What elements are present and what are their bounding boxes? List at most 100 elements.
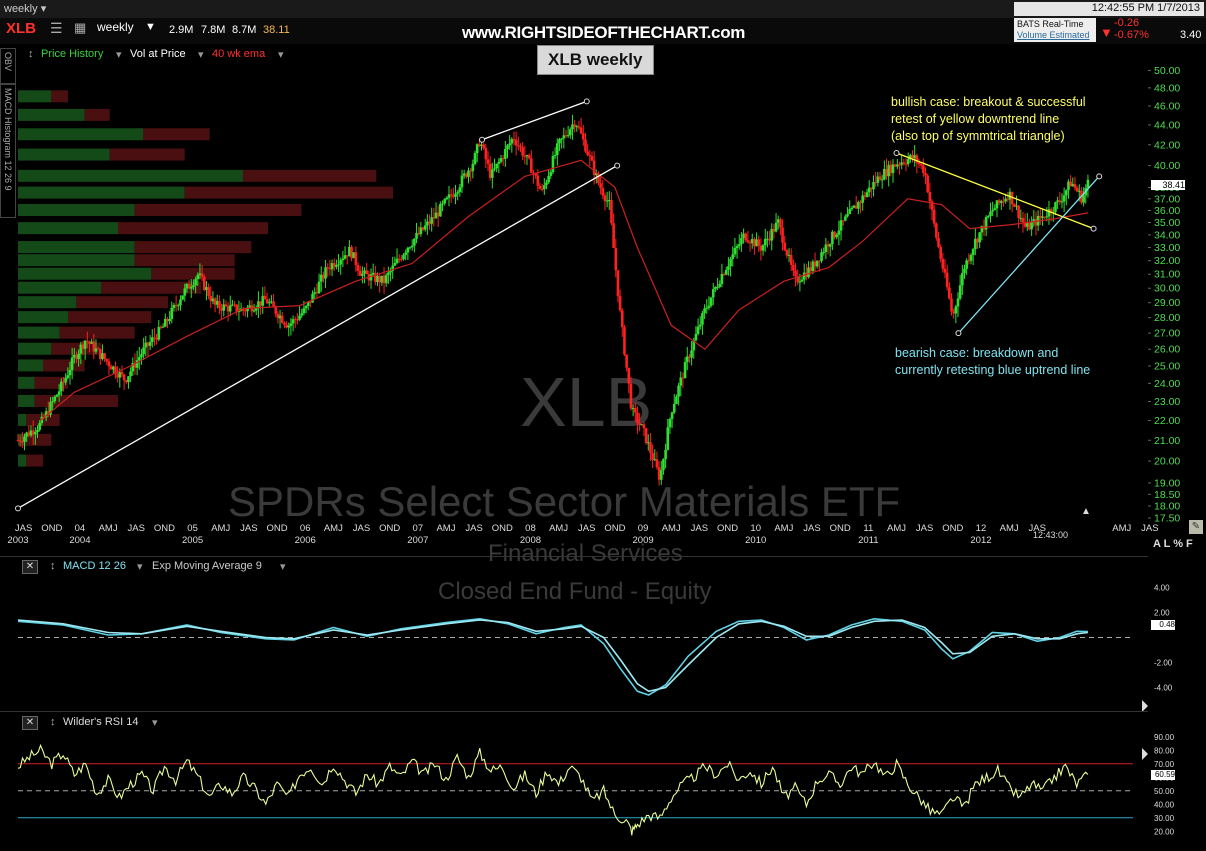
candle-body [241,308,245,311]
drag-handle-icon[interactable]: ↕ [28,48,34,60]
percent-button[interactable]: % [1173,538,1183,550]
candle-body [1086,179,1090,188]
vap-bar-up [18,296,77,309]
candle-body [677,385,680,397]
candle-body [631,408,635,410]
candle-body [932,209,936,224]
candle-body [692,340,696,351]
rsi-tick-label: 50.00 [1154,787,1175,796]
period-select[interactable]: weekly [97,20,134,34]
candle-body [681,377,685,379]
price-tick-label: 48.00 [1154,82,1180,94]
candle-body [841,220,845,222]
time-tick-label: AMJ [774,523,793,534]
candle-body [163,318,167,327]
chevron-down-icon[interactable]: ▾ [116,49,122,61]
candle-body [150,337,154,342]
candle-body [488,163,492,178]
candle-body [363,270,366,274]
candle-body [906,159,910,165]
candle-body [556,143,559,155]
candle-body [257,301,260,309]
candle-body [434,212,438,219]
candle-body [683,361,687,379]
candle-body [664,449,667,460]
scroll-up-icon[interactable]: ▲ [1081,506,1091,517]
rsi-scroll-icon [1142,748,1148,760]
chevron-down-icon[interactable]: ▾ [137,561,143,573]
candle-body [930,201,934,210]
symbol-input[interactable]: XLB [6,20,36,37]
candle-body [759,245,763,251]
candle-body [124,380,128,383]
candle-body [319,274,323,282]
obv-tab[interactable]: OBV [0,48,16,84]
candle-body [913,155,916,159]
candle-body [94,348,98,352]
time-tick-label: 05 [187,523,198,534]
vap-bar-down [84,108,110,121]
chevron-down-icon[interactable]: ▾ [280,561,286,573]
candle-body [597,173,600,184]
candle-body [358,270,362,276]
candle-body [140,354,143,358]
time-tick-label: AMJ [324,523,343,534]
pencil-icon[interactable]: ✎ [1189,520,1203,534]
drag-handle-icon[interactable]: ↕ [50,716,56,728]
rsi-tick-label: 70.00 [1154,760,1175,769]
time-tick-label: JAS [353,523,370,534]
macd-signal-legend[interactable]: Exp Moving Average 9 [152,560,262,572]
vol-at-price-legend[interactable]: Vol at Price [130,48,186,60]
candle-body [311,293,314,303]
candle-body [744,233,748,241]
vap-bar-up [18,222,118,235]
auto-button[interactable]: A [1153,538,1161,550]
vap-bar-down [51,90,68,103]
candle-body [939,246,942,259]
candle-body [807,267,810,278]
period-dropdown[interactable]: weekly ▾ [4,2,46,15]
candle-body [662,459,665,471]
candle-body [571,124,574,130]
grid-icon[interactable]: ▦ [74,20,87,35]
close-rsi-icon[interactable]: ✕ [22,716,38,730]
candle-body [317,281,321,294]
candle-body [27,432,31,436]
candle-body [798,281,802,283]
chevron-down-icon[interactable]: ▾ [198,49,204,61]
chevron-down-icon[interactable]: ▾ [278,49,284,61]
log-button[interactable]: L [1163,538,1171,550]
candle-body [86,340,89,342]
price-history-legend[interactable]: Price History [41,48,104,60]
macd-histogram-tab[interactable]: MACD Histogram 12 26 9 [0,84,16,218]
list-icon[interactable]: ☰ [50,20,63,36]
rsi-legend[interactable]: Wilder's RSI 14 [63,716,139,728]
fit-button[interactable]: F [1186,538,1193,550]
time-tick-label: JAS [691,523,708,534]
candle-body [64,377,67,383]
price-tick-label: 18.00 [1154,500,1180,512]
candle-body [1004,198,1007,202]
time-tick-label: JAS [128,523,145,534]
chevron-down-icon[interactable]: ▼ [145,21,156,33]
macd-legend[interactable]: MACD 12 26 [63,560,126,572]
time-axis: JAS OND 04 AMJ JAS OND 05 AMJ JAS OND 06 AMJ JAS OND 0… [7,523,1158,546]
header-extra-value: 3.40 [1180,29,1202,41]
candle-body [948,287,951,299]
drag-handle-icon[interactable]: ↕ [50,560,56,572]
year-label: 2009 [633,535,654,546]
time-tick-label: OND [266,523,287,534]
rsi-divider [0,711,1148,712]
candle-body [1019,217,1023,219]
candle-body [332,263,336,267]
ema-legend[interactable]: 40 wk ema [212,48,266,60]
candle-body [183,288,187,296]
stat-volume-1: 2.9M [169,24,194,36]
candle-body [213,298,217,305]
candle-body [161,326,165,328]
candle-body [374,272,377,282]
candle-body [254,308,258,311]
chevron-down-icon[interactable]: ▾ [152,717,158,729]
close-macd-icon[interactable]: ✕ [22,560,38,574]
volume-estimated-link[interactable]: Volume Estimated [1017,30,1090,40]
